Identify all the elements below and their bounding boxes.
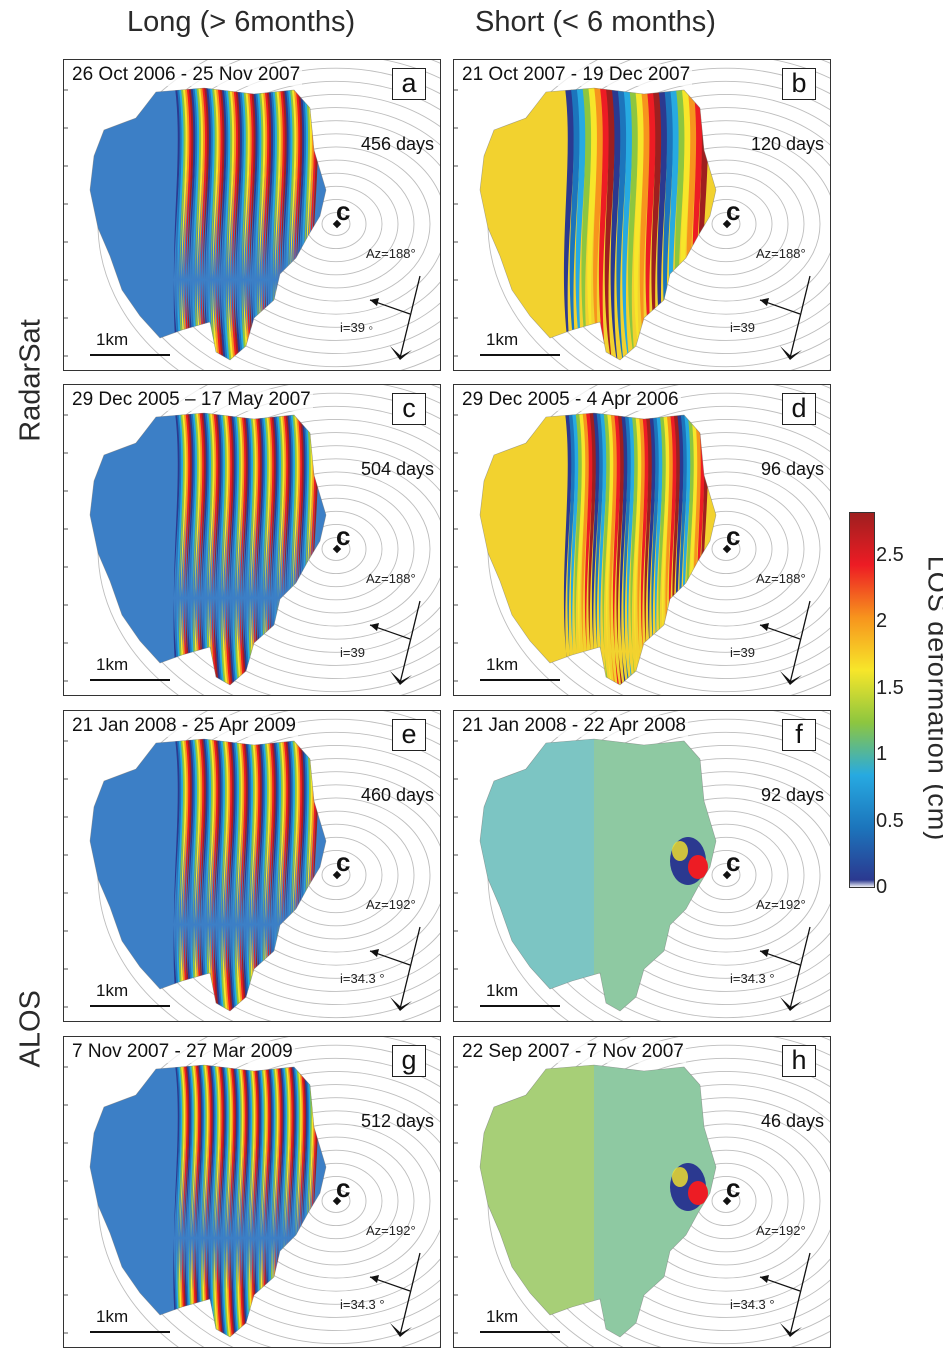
azimuth-label: Az=188° <box>756 571 806 586</box>
panel-letter-label: c <box>392 393 426 425</box>
scale-bar-label: 1km <box>486 1307 518 1327</box>
interferogram-a <box>64 60 441 371</box>
panel-letter-label: b <box>782 68 816 100</box>
scale-bar-label: 1km <box>486 655 518 675</box>
scale-bar-label: 1km <box>96 1307 128 1327</box>
panel-duration: 46 days <box>761 1111 824 1132</box>
column-title-long: Long (> 6months) <box>127 6 355 39</box>
azimuth-label: Az=192° <box>366 897 416 912</box>
panel-letter-label: e <box>392 719 426 751</box>
incidence-label: i=39 <box>730 645 755 660</box>
colorbar-tick-label: 0.5 <box>876 810 904 833</box>
scale-bar <box>90 679 170 681</box>
colorbar-tick-label: 2 <box>876 610 887 633</box>
row-title-radarsat: RadarSat <box>15 316 48 446</box>
colorbar-tick-label: 2.5 <box>876 544 904 567</box>
panel-date-range: 7 Nov 2007 - 27 Mar 2009 <box>70 1041 295 1063</box>
colorbar <box>849 512 875 888</box>
panel-letter-label: g <box>392 1045 426 1077</box>
incidence-label: i=34.3 ° <box>340 1297 385 1312</box>
panel-date-range: 21 Oct 2007 - 19 Dec 2007 <box>460 64 692 86</box>
colorbar-gradient <box>849 512 875 888</box>
azimuth-label: Az=188° <box>756 246 806 261</box>
incidence-label: i=39 <box>340 645 365 660</box>
panel-duration: 460 days <box>361 785 434 806</box>
incidence-label: i=34.3 ° <box>730 971 775 986</box>
panel-date-range: 21 Jan 2008 - 25 Apr 2009 <box>70 715 298 737</box>
scale-bar <box>90 1005 170 1007</box>
panel-duration: 512 days <box>361 1111 434 1132</box>
interferogram-c <box>64 385 441 696</box>
scale-bar <box>90 354 170 356</box>
interferogram-d <box>454 385 831 696</box>
colorbar-tick-label: 1 <box>876 743 887 766</box>
panel-duration: 96 days <box>761 459 824 480</box>
panel-duration: 92 days <box>761 785 824 806</box>
panel-letter-label: d <box>782 393 816 425</box>
scale-bar <box>480 354 560 356</box>
panel-date-range: 29 Dec 2005 – 17 May 2007 <box>70 389 313 411</box>
scale-bar-label: 1km <box>96 330 128 350</box>
panel-duration: 456 days <box>361 134 434 155</box>
panel-letter-label: f <box>782 719 816 751</box>
colorbar-label: LOS deformation (cm) <box>922 504 943 894</box>
scale-bar-label: 1km <box>96 655 128 675</box>
panel-letter-label: a <box>392 68 426 100</box>
scale-bar-label: 1km <box>486 330 518 350</box>
panel-duration: 120 days <box>751 134 824 155</box>
panel-date-range: 22 Sep 2007 - 7 Nov 2007 <box>460 1041 686 1063</box>
incidence-label: i=34.3 ° <box>730 1297 775 1312</box>
scale-bar <box>480 1331 560 1333</box>
incidence-label: i=34.3 ° <box>340 971 385 986</box>
scale-bar-label: 1km <box>96 981 128 1001</box>
panel-letter-label: h <box>782 1045 816 1077</box>
azimuth-label: Az=192° <box>366 1223 416 1238</box>
scale-bar <box>480 1005 560 1007</box>
incidence-label: i=39 <box>730 320 755 335</box>
colorbar-tick-label: 1.5 <box>876 677 904 700</box>
panel-date-range: 29 Dec 2005 - 4 Apr 2006 <box>460 389 681 411</box>
column-title-short: Short (< 6 months) <box>475 6 716 39</box>
azimuth-label: Az=192° <box>756 897 806 912</box>
azimuth-label: Az=188° <box>366 571 416 586</box>
row-title-alos: ALOS <box>15 994 48 1068</box>
interferogram-b <box>454 60 831 371</box>
azimuth-label: Az=192° <box>756 1223 806 1238</box>
scale-bar <box>90 1331 170 1333</box>
incidence-label: i=39 ◦ <box>340 320 373 335</box>
scale-bar <box>480 679 560 681</box>
panel-date-range: 26 Oct 2006 - 25 Nov 2007 <box>70 64 302 86</box>
panel-duration: 504 days <box>361 459 434 480</box>
scale-bar-label: 1km <box>486 981 518 1001</box>
panel-date-range: 21 Jan 2008 - 22 Apr 2008 <box>460 715 688 737</box>
colorbar-tick-label: 0 <box>876 876 887 899</box>
azimuth-label: Az=188° <box>366 246 416 261</box>
